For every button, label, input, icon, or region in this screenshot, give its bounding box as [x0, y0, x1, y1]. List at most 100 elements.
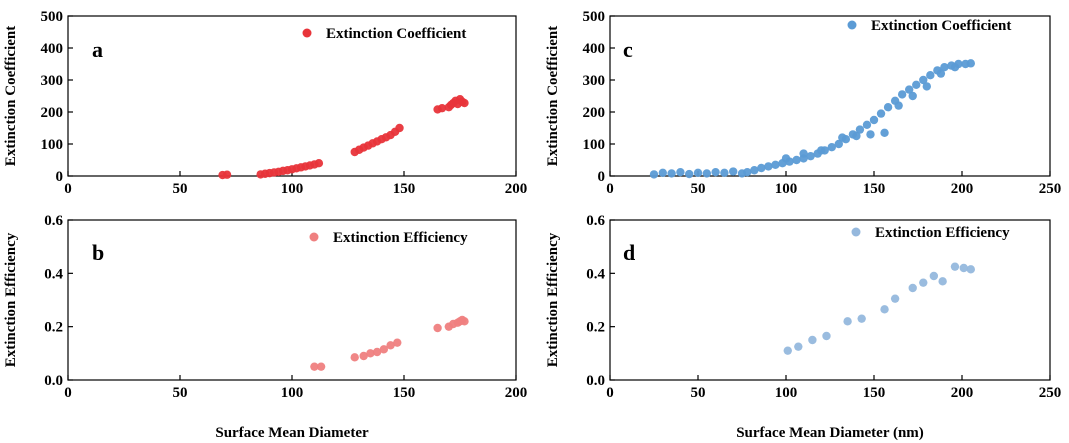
x-tick-label: 50: [173, 385, 188, 401]
data-point: [936, 69, 946, 78]
x-tick-label: 50: [173, 181, 188, 197]
panel-letter: a: [92, 37, 103, 62]
y-tick-label: 100: [583, 137, 606, 153]
y-tick-label: 0: [56, 169, 64, 185]
data-point: [729, 167, 738, 176]
data-point: [437, 103, 447, 113]
y-tick-label: 300: [583, 73, 606, 89]
y-tick-label: 0.2: [44, 320, 63, 336]
data-point: [966, 59, 975, 68]
y-tick-label: 0.6: [44, 213, 63, 229]
data-point: [919, 75, 928, 85]
x-tick-label: 0: [64, 181, 72, 197]
data-point: [866, 130, 875, 139]
panel-b: 0 50 100 150 200 0.0 0.2 0.4 0.6 Extinction Effic…: [3, 213, 527, 441]
data-point: [667, 169, 676, 178]
x-tick-label: 100: [775, 385, 798, 401]
data-point: [743, 167, 752, 177]
panel-letter: b: [92, 240, 104, 265]
data-point: [922, 82, 931, 91]
data-point: [314, 159, 324, 168]
x-tick-label: 0: [64, 385, 72, 401]
series-points: [649, 59, 975, 179]
panel-c: 0 50 100 150 200 250 0 100 200 300 400 500 Extinctio…: [545, 9, 1061, 197]
data-point: [857, 314, 866, 323]
data-point: [808, 335, 817, 345]
data-point: [950, 62, 960, 72]
y-tick-label: 200: [41, 105, 64, 121]
x-tick-label: 150: [393, 181, 416, 197]
data-point: [838, 133, 847, 142]
data-point: [822, 331, 831, 341]
data-point: [843, 317, 852, 326]
y-tick-label: 0.0: [44, 373, 63, 389]
legend-label: Extinction Coefficient: [871, 18, 1011, 34]
x-tick-label: 0: [606, 181, 614, 197]
x-tick-label: 100: [281, 181, 304, 197]
data-point: [316, 362, 326, 371]
data-point: [781, 154, 791, 163]
data-point: [855, 125, 865, 134]
legend: Extinction Coefficient: [847, 18, 1011, 34]
y-axis-title: Extinction Efficiency: [545, 232, 561, 367]
data-point: [676, 167, 685, 177]
legend-marker: [302, 28, 312, 38]
series-points: [218, 95, 469, 180]
y-tick-label: 500: [41, 9, 64, 25]
legend: Extinction Coefficient: [302, 26, 466, 42]
panel-a: 0 50 100 150 200 0 100 200 300 400 500 Extinction C…: [3, 9, 527, 197]
data-point: [395, 123, 404, 133]
data-point: [685, 169, 694, 179]
data-point: [827, 143, 836, 152]
data-point: [799, 149, 808, 158]
x-tick-label: 150: [863, 385, 886, 401]
x-tick-label: 0: [606, 385, 614, 401]
legend-marker: [847, 20, 857, 30]
data-point: [806, 151, 815, 161]
y-tick-label: 0.2: [586, 320, 605, 336]
data-point: [750, 166, 759, 175]
plot-frame: [609, 15, 1051, 177]
data-point: [852, 131, 861, 141]
legend-label: Extinction Efficiency: [875, 225, 1010, 241]
x-tick-label: 250: [1039, 181, 1062, 197]
x-axis-title: Surface Mean Diameter: [215, 425, 369, 441]
x-tick-label: 100: [775, 181, 798, 197]
y-axis-title: Extinction Coefficient: [545, 26, 561, 166]
data-point: [908, 283, 917, 293]
x-tick-label: 50: [691, 385, 706, 401]
data-point: [862, 120, 872, 129]
data-point: [908, 91, 917, 101]
y-tick-label: 300: [41, 73, 64, 89]
y-tick-label: 0.4: [44, 266, 63, 282]
data-point: [771, 160, 780, 169]
data-point: [894, 101, 903, 110]
data-point: [817, 146, 826, 155]
data-point: [433, 323, 442, 333]
panel-d: 0 50 100 150 200 250 0.0 0.2 0.4 0.6 Extinction Ef…: [545, 213, 1061, 441]
data-point: [938, 277, 947, 286]
y-tick-label: 400: [583, 41, 606, 57]
y-axis-title: Extinction Coefficient: [3, 26, 19, 166]
data-point: [950, 262, 960, 271]
data-point: [372, 347, 382, 357]
data-point: [379, 345, 389, 354]
data-point: [702, 169, 711, 178]
data-point: [649, 170, 659, 179]
x-tick-label: 150: [863, 181, 886, 197]
data-point: [310, 362, 319, 371]
legend-label: Extinction Efficiency: [333, 230, 468, 246]
data-point: [460, 98, 469, 108]
data-point: [658, 168, 667, 177]
x-axis-title: Surface Mean Diameter (nm): [736, 425, 924, 441]
plot-frame: [609, 219, 1051, 381]
data-point: [350, 353, 359, 362]
data-point: [912, 80, 921, 90]
legend-marker: [309, 232, 319, 242]
data-point: [693, 168, 703, 177]
data-point: [792, 155, 801, 165]
data-point: [783, 346, 792, 355]
x-tick-label: 200: [951, 385, 974, 401]
x-tick-label: 100: [281, 385, 304, 401]
data-point: [876, 109, 886, 118]
